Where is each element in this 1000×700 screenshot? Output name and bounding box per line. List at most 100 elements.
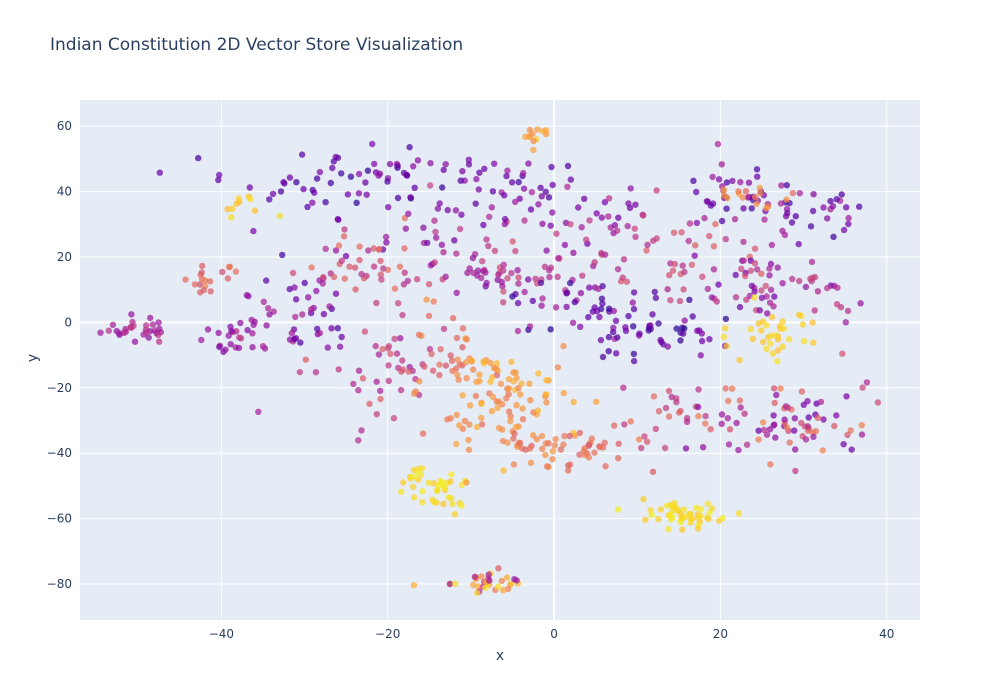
data-point[interactable]	[756, 184, 763, 192]
data-point[interactable]	[781, 231, 789, 239]
data-point[interactable]	[708, 294, 716, 301]
data-point[interactable]	[847, 427, 854, 434]
data-point[interactable]	[561, 241, 569, 249]
data-point[interactable]	[398, 488, 405, 495]
data-point[interactable]	[276, 212, 283, 220]
data-point[interactable]	[609, 328, 617, 336]
data-point[interactable]	[97, 329, 104, 336]
data-point[interactable]	[810, 191, 817, 198]
data-point[interactable]	[312, 369, 320, 376]
data-point[interactable]	[791, 427, 798, 434]
data-point[interactable]	[763, 205, 770, 212]
data-point[interactable]	[614, 334, 621, 341]
data-point[interactable]	[576, 451, 583, 458]
data-point[interactable]	[792, 446, 799, 453]
data-point[interactable]	[383, 239, 390, 246]
data-point[interactable]	[478, 274, 485, 282]
data-point[interactable]	[844, 307, 852, 315]
data-point[interactable]	[786, 439, 793, 446]
data-point[interactable]	[731, 216, 739, 223]
data-point[interactable]	[457, 177, 464, 184]
data-point[interactable]	[344, 191, 352, 198]
data-point[interactable]	[413, 276, 421, 283]
data-point[interactable]	[798, 388, 806, 395]
data-point[interactable]	[541, 263, 549, 270]
data-point[interactable]	[767, 286, 775, 293]
data-point[interactable]	[779, 343, 786, 350]
data-point[interactable]	[856, 203, 863, 210]
data-point[interactable]	[419, 499, 426, 506]
data-point[interactable]	[751, 193, 759, 201]
data-point[interactable]	[704, 285, 711, 293]
data-point[interactable]	[640, 212, 647, 219]
data-point[interactable]	[500, 587, 507, 594]
data-point[interactable]	[316, 168, 324, 176]
data-point[interactable]	[472, 392, 480, 400]
data-point[interactable]	[447, 415, 454, 422]
data-point[interactable]	[320, 310, 328, 318]
data-point[interactable]	[620, 256, 628, 263]
data-point[interactable]	[567, 279, 574, 287]
data-point[interactable]	[563, 290, 570, 297]
data-point[interactable]	[740, 238, 747, 246]
data-point[interactable]	[649, 311, 656, 318]
data-point[interactable]	[569, 319, 577, 326]
data-point[interactable]	[462, 359, 470, 366]
data-point[interactable]	[363, 191, 370, 198]
data-point[interactable]	[520, 185, 528, 192]
data-point[interactable]	[566, 461, 574, 468]
data-point[interactable]	[375, 172, 382, 179]
data-point[interactable]	[438, 241, 446, 248]
data-point[interactable]	[695, 386, 702, 393]
data-point[interactable]	[311, 189, 318, 196]
data-point[interactable]	[525, 276, 532, 283]
data-point[interactable]	[292, 296, 300, 303]
data-point[interactable]	[440, 249, 447, 256]
data-point[interactable]	[735, 188, 742, 195]
data-point[interactable]	[735, 510, 743, 517]
data-point[interactable]	[500, 467, 507, 474]
data-point[interactable]	[453, 411, 460, 419]
data-point[interactable]	[547, 222, 554, 229]
data-point[interactable]	[593, 398, 600, 405]
data-point[interactable]	[451, 237, 458, 244]
data-point[interactable]	[599, 444, 607, 451]
data-point[interactable]	[702, 412, 709, 420]
data-point[interactable]	[382, 233, 390, 241]
data-point[interactable]	[156, 169, 163, 176]
data-point[interactable]	[736, 356, 743, 364]
data-point[interactable]	[766, 272, 773, 279]
data-point[interactable]	[440, 166, 447, 174]
data-point[interactable]	[593, 210, 600, 217]
data-point[interactable]	[314, 325, 321, 333]
data-point[interactable]	[778, 182, 785, 189]
data-point[interactable]	[504, 439, 511, 446]
data-point[interactable]	[332, 247, 340, 254]
data-point[interactable]	[566, 432, 573, 440]
data-point[interactable]	[380, 265, 387, 272]
data-point[interactable]	[375, 351, 383, 358]
data-point[interactable]	[863, 379, 871, 386]
data-point[interactable]	[453, 334, 461, 342]
data-point[interactable]	[723, 205, 730, 212]
data-point[interactable]	[757, 190, 764, 197]
data-point[interactable]	[615, 214, 622, 221]
data-point[interactable]	[758, 287, 765, 294]
data-point[interactable]	[199, 262, 206, 270]
data-point[interactable]	[289, 269, 297, 277]
data-point[interactable]	[488, 408, 496, 415]
data-point[interactable]	[500, 299, 507, 306]
data-point[interactable]	[243, 291, 250, 299]
data-point[interactable]	[591, 259, 598, 266]
data-point[interactable]	[358, 270, 365, 278]
data-point[interactable]	[682, 513, 689, 520]
data-point[interactable]	[510, 461, 518, 468]
data-point[interactable]	[748, 282, 756, 289]
data-point[interactable]	[601, 199, 609, 206]
data-point[interactable]	[513, 374, 520, 382]
data-point[interactable]	[756, 307, 763, 314]
data-point[interactable]	[440, 500, 447, 508]
data-point[interactable]	[521, 288, 528, 296]
data-point[interactable]	[542, 188, 549, 195]
data-point[interactable]	[580, 447, 587, 455]
